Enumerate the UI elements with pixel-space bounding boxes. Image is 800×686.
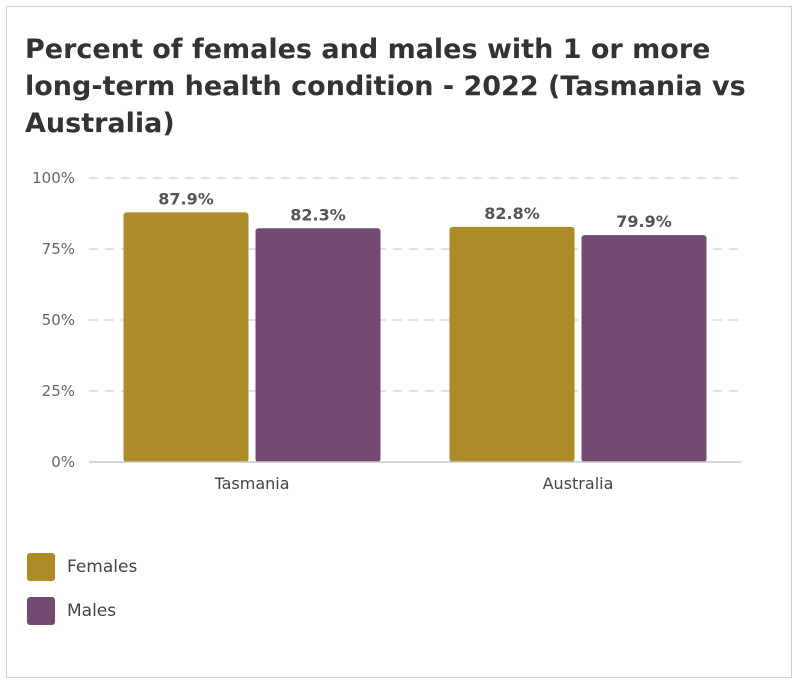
y-tick-label: 25% [42, 382, 75, 400]
data-label: 79.9% [616, 212, 672, 231]
chart-title: Percent of females and males with 1 or m… [25, 34, 746, 139]
bar-males-australia[interactable] [581, 235, 707, 462]
data-label: 82.3% [290, 205, 346, 224]
legend: Females Males [27, 545, 137, 633]
y-tick-label: 75% [42, 240, 75, 258]
legend-swatch-females [27, 553, 55, 581]
legend-swatch-males [27, 597, 55, 625]
bar-females-australia[interactable] [449, 226, 575, 462]
legend-label-males: Males [67, 601, 117, 621]
data-labels: 87.9% 82.3% 82.8% 79.9% [158, 189, 672, 231]
y-tick-label: 50% [42, 311, 75, 329]
data-label: 82.8% [484, 204, 540, 223]
legend-label-females: Females [67, 557, 138, 577]
gridlines [89, 177, 741, 392]
legend-item-females[interactable]: Females [27, 545, 137, 589]
data-label: 87.9% [158, 189, 214, 208]
y-axis-ticks: 0% 25% 50% 75% 100% [32, 169, 75, 471]
y-tick-label: 100% [32, 169, 75, 187]
chart-card: Percent of females and males with 1 or m… [6, 6, 792, 678]
bar-females-tasmania[interactable] [123, 212, 249, 462]
y-tick-label: 0% [51, 453, 75, 471]
bars [123, 212, 707, 462]
bar-chart: 0% 25% 50% 75% 100% 87.9% 82.3% 82.8% 79.9% Tas… [32, 169, 741, 493]
x-tick-label: Tasmania [213, 474, 289, 493]
x-axis-ticks: Tasmania Australia [213, 474, 613, 493]
bar-males-tasmania[interactable] [255, 228, 381, 462]
x-tick-label: Australia [543, 474, 614, 493]
legend-item-males[interactable]: Males [27, 589, 137, 633]
